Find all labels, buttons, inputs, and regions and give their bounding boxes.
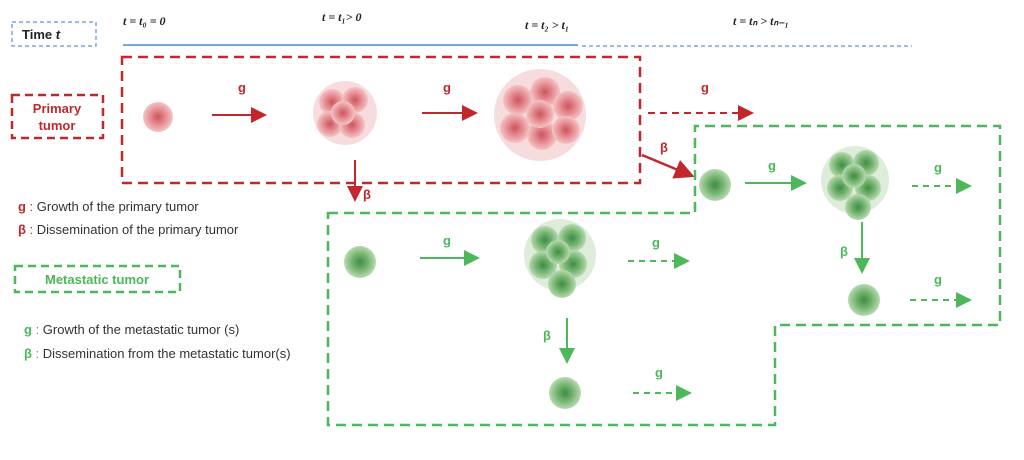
metastatic-growth-label: g [652,235,660,250]
legend-primary-dissemination: β : Dissemination of the primary tumor [18,222,239,237]
legend-metastatic-growth: g : Growth of the metastatic tumor (s) [24,322,239,337]
time-label: Time t [22,27,61,42]
metastatic-growth-label: g [655,365,663,380]
svg-text:g : Growth of the primary tumo: g : Growth of the primary tumor [18,199,199,214]
primary-cluster-large [494,69,586,161]
metastatic-growth-label: g [934,272,942,287]
time-tick-2: t = t₂ > t₁ [525,18,569,32]
metastatic-cell [344,246,376,278]
legend-metastatic-dissemination: β : Dissemination from the metastatic tu… [24,346,291,361]
metastatic-growth-label: g [768,158,776,173]
time-tick-0: t = t₀ = 0 [123,14,166,28]
primary-box [120,55,642,185]
metastatic-dissemination-label: β [840,244,848,259]
primary-dissemination-arrow [641,153,695,179]
primary-growth-label: g [701,80,709,95]
metastatic-cell [549,377,581,409]
metastatic-cell [699,169,731,201]
metastatic-dissemination-label: β [543,328,551,343]
primary-cluster-medium [313,81,377,145]
metastatic-label: Metastatic tumor [45,272,149,287]
primary-dissemination-label: β [363,187,371,202]
time-tick-1: t = t₁> 0 [322,10,362,24]
primary-cell-small [143,102,173,132]
legend-primary-growth: g : Growth of the primary tumor [18,199,199,214]
primary-label: Primary [33,101,82,116]
primary-label-box [10,93,105,140]
primary-growth-label: g [238,80,246,95]
metastatic-growth-label: g [934,160,942,175]
time-box [11,21,97,47]
metastatic-label-box [13,264,182,294]
metastatic-cluster [524,219,596,298]
metastatic-growth-label: g [443,233,451,248]
svg-text:β : Dissemination from the met: β : Dissemination from the metastatic tu… [24,346,291,361]
metastatic-box [326,124,1002,427]
metastatic-cell [848,284,880,316]
svg-text:g : Growth of the metastatic t: g : Growth of the metastatic tumor (s) [24,322,239,337]
primary-growth-label: g [443,80,451,95]
time-tick-n: t = tₙ > tₙ₋₁ [733,14,789,28]
primary-dissemination-label: β [660,140,668,155]
metastatic-cluster [821,146,889,220]
primary-label: tumor [39,118,76,133]
svg-text:β : Dissemination of the prima: β : Dissemination of the primary tumor [18,222,239,237]
